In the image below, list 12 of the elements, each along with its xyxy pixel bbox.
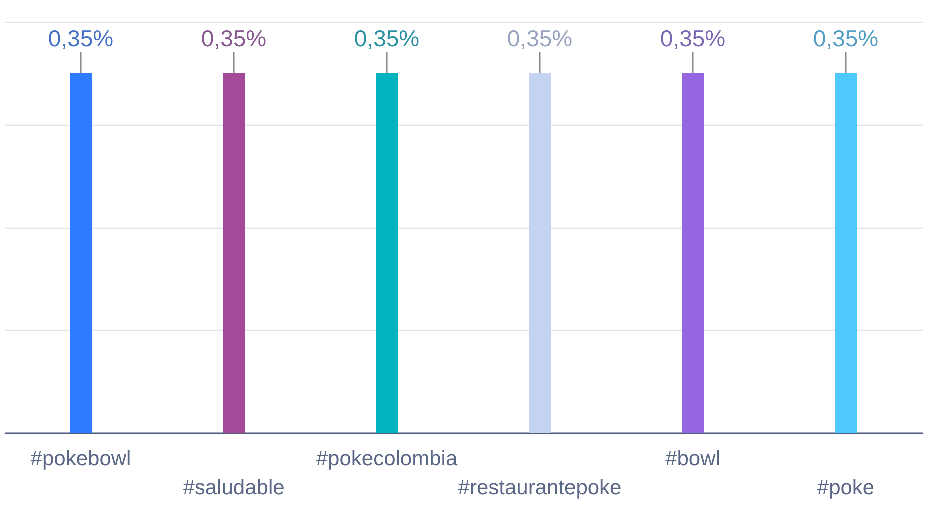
x-tick-label: #saludable [183,476,285,500]
data-label: 0,35% [507,25,573,52]
x-tick-label: #restaurantepoke [458,476,622,500]
x-tick-label: #pokecolombia [316,448,458,470]
data-label: 0,35% [48,25,114,52]
x-tick-label: #poke [817,476,875,500]
data-label: 0,35% [660,25,726,52]
x-tick-label: #bowl [666,448,720,470]
data-label: 0,35% [354,25,420,52]
data-label: 0,35% [201,25,267,52]
x-tick-label: #pokebowl [30,448,132,470]
data-label: 0,35% [813,25,879,52]
